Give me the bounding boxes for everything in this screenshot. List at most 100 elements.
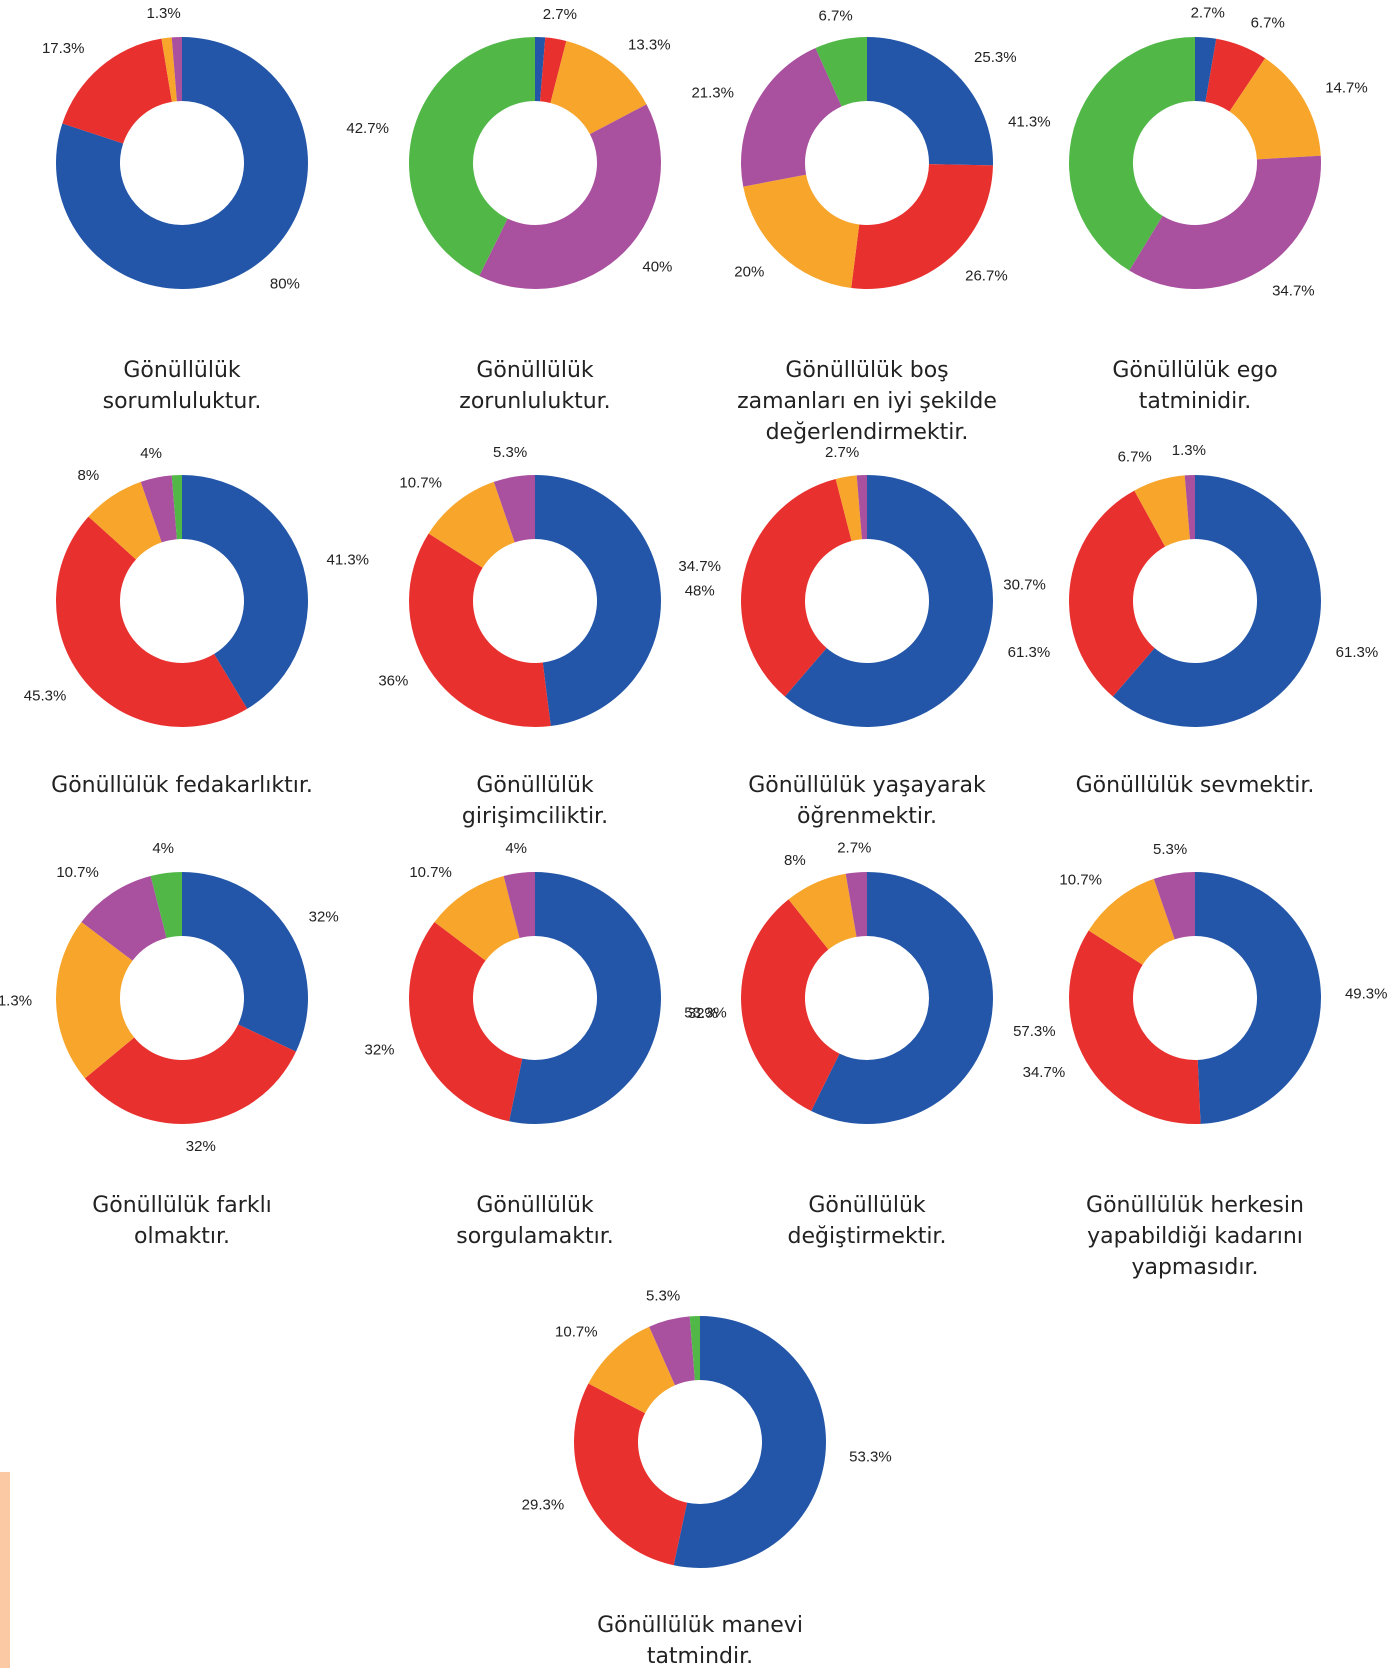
donut-segment [740, 899, 840, 1111]
data-label: 6.7% [1251, 15, 1285, 32]
donut-segment [1134, 475, 1190, 547]
data-label: 2.7% [825, 444, 859, 461]
data-label: 53.3% [849, 1449, 892, 1466]
data-label: 1.3% [1172, 442, 1206, 459]
chart-title: Gönüllülük ego tatminidir. [1112, 358, 1278, 414]
data-label: 8% [77, 467, 99, 484]
chart-title: Gönüllülük yaşayarak öğrenmektir. [748, 773, 986, 829]
donut-segment [161, 37, 177, 102]
data-label: 20% [734, 263, 764, 280]
chart-title: Gönüllülük farklı olmaktır. [92, 1193, 272, 1249]
donut-segment [811, 872, 993, 1124]
donut-segment [1205, 38, 1266, 112]
donut-segment [743, 174, 860, 289]
data-label: 80% [270, 276, 300, 293]
data-label: 10.7% [56, 864, 99, 881]
data-label: 10.7% [555, 1323, 598, 1340]
donut-segment [1069, 37, 1195, 271]
donut-segment [540, 37, 567, 103]
chart-title: Gönüllülük manevi tatmindir. [597, 1613, 803, 1668]
donut-segment [535, 475, 662, 727]
donut-segment [788, 873, 857, 950]
donut-segment [88, 481, 162, 560]
data-label: 4% [140, 445, 162, 462]
data-label: 25.3% [974, 49, 1017, 66]
chart-title: Gönüllülük sorumluluktur. [102, 358, 262, 414]
data-label: 48% [685, 583, 715, 600]
data-label: 5.3% [1153, 841, 1187, 858]
donut-segment [1153, 872, 1195, 940]
donut-segment [493, 475, 535, 543]
data-label: 42.7% [346, 120, 389, 137]
chart-title: Gönüllülük girişimciliktir. [461, 773, 609, 829]
donut-segment [408, 37, 535, 276]
donut-segment [479, 104, 661, 290]
chart-title: Gönüllülük sevmektir. [1075, 773, 1315, 798]
donut-segment [845, 872, 867, 937]
data-label: 14.7% [1325, 80, 1368, 97]
donut-segment [1229, 58, 1321, 160]
donut-segment [689, 1316, 700, 1381]
donut-segment [741, 48, 842, 187]
data-label: 10.7% [399, 474, 442, 491]
donut-segment [182, 872, 308, 1052]
data-label: 45.3% [24, 687, 67, 704]
data-label: 2.7% [837, 840, 871, 857]
donut-segment [1112, 475, 1321, 728]
data-label: 29.3% [522, 1497, 565, 1514]
data-label: 34.7% [678, 558, 721, 575]
data-label: 2.7% [1191, 5, 1225, 22]
donut-segment [1069, 490, 1166, 697]
donut-segment [1088, 878, 1175, 965]
data-label: 21.3% [691, 85, 734, 102]
data-label: 40% [642, 259, 672, 276]
data-label: 53.3% [684, 1004, 727, 1021]
donut-segment [851, 164, 993, 289]
donut-segment [673, 1316, 827, 1569]
donut-segment [55, 37, 308, 289]
data-label: 5.3% [646, 1288, 680, 1305]
data-label: 57.3% [1013, 1023, 1056, 1040]
data-label: 10.7% [1059, 871, 1102, 888]
donut-segment [1129, 155, 1321, 289]
donut-segment [574, 1383, 688, 1566]
data-label: 13.3% [628, 36, 671, 53]
donut-segment [56, 516, 248, 727]
donut-segment [815, 37, 867, 107]
donut-segment [741, 478, 852, 697]
chart-title: Gönüllülük değiştirmektir. [787, 1193, 947, 1249]
donut-segment [1069, 930, 1201, 1125]
donut-segment [535, 37, 546, 102]
data-label: 4% [505, 840, 527, 857]
data-label: 41.3% [326, 552, 369, 569]
donut-segment [62, 38, 172, 144]
donut-segment [649, 1316, 695, 1386]
side-bar [0, 1472, 10, 1668]
donut-segment [1195, 872, 1321, 1124]
donut-segment [509, 872, 662, 1124]
chart-title: Gönüllülük zorunluluktur. [459, 358, 611, 414]
donut-segment [150, 872, 182, 938]
data-label: 34.7% [1272, 283, 1315, 300]
donut-segment [784, 475, 993, 728]
donut-segment [1184, 475, 1195, 540]
data-label: 61.3% [1336, 644, 1379, 661]
chart-title: Gönüllülük boş zamanları en iyi şekilde … [737, 358, 997, 445]
data-label: 41.3% [1008, 113, 1051, 130]
donut-segment [856, 475, 867, 540]
donut-segment [835, 475, 862, 541]
data-label: 32% [309, 909, 339, 926]
data-label: 36% [378, 672, 408, 689]
donut-segment [1195, 37, 1217, 102]
donut-segment [503, 872, 535, 938]
donut-segment [84, 1024, 297, 1124]
data-label: 21.3% [0, 992, 32, 1009]
donut-segment [428, 481, 515, 568]
data-label: 2.7% [543, 6, 577, 23]
data-label: 5.3% [493, 444, 527, 461]
donut-segment [81, 875, 167, 961]
data-label: 26.7% [965, 267, 1008, 284]
data-label: 8% [784, 852, 806, 869]
